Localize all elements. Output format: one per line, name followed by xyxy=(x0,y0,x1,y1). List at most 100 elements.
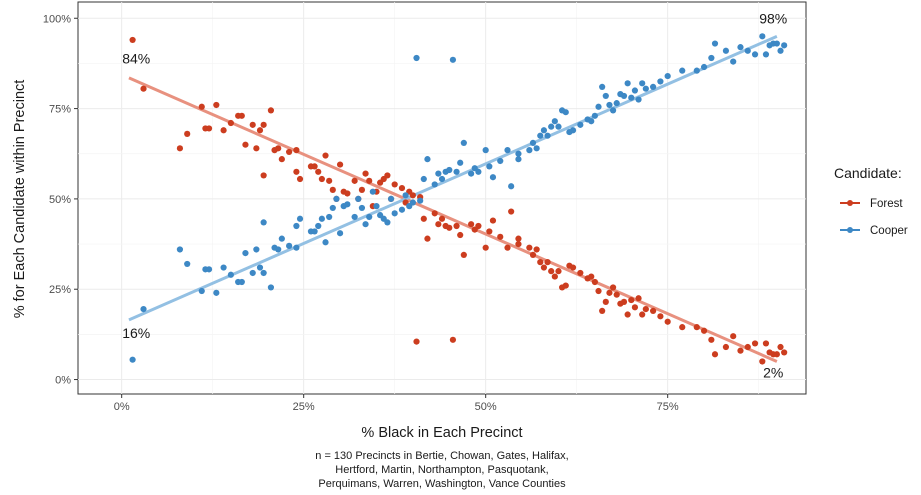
point-cooper xyxy=(227,271,234,278)
y-tick-label-0: 0% xyxy=(55,375,71,387)
point-forest xyxy=(711,351,719,358)
point-cooper xyxy=(198,287,205,295)
point-cooper xyxy=(373,203,380,210)
point-forest xyxy=(184,130,191,137)
point-cooper xyxy=(387,195,395,203)
point-cooper xyxy=(577,121,584,128)
y-tick-label-1: 25% xyxy=(49,284,71,296)
point-forest xyxy=(457,231,464,239)
point-cooper xyxy=(777,47,784,54)
point-forest xyxy=(296,175,304,183)
point-cooper xyxy=(624,80,631,87)
point-cooper xyxy=(420,175,427,183)
point-cooper xyxy=(730,58,737,65)
y-tick-label-2: 50% xyxy=(49,194,71,206)
point-cooper xyxy=(737,44,744,51)
point-forest xyxy=(198,103,205,110)
point-forest xyxy=(384,172,391,179)
point-cooper xyxy=(504,147,511,154)
point-cooper xyxy=(336,230,344,237)
point-cooper xyxy=(664,72,671,80)
point-forest xyxy=(591,278,598,286)
point-forest xyxy=(424,235,431,242)
point-forest xyxy=(227,119,234,127)
point-forest xyxy=(413,338,420,345)
point-cooper xyxy=(693,67,700,74)
point-forest xyxy=(708,336,715,343)
point-cooper xyxy=(529,139,537,147)
point-forest xyxy=(336,161,344,168)
data-points xyxy=(129,33,788,365)
point-forest xyxy=(238,112,245,119)
point-forest xyxy=(744,343,751,351)
point-cooper xyxy=(249,269,256,277)
point-cooper xyxy=(526,147,533,154)
point-forest xyxy=(650,307,657,315)
point-forest xyxy=(551,273,558,280)
point-forest xyxy=(449,336,457,343)
point-forest xyxy=(362,170,369,177)
caption-line-2: Hertford, Martin, Northampton, Pasquotan… xyxy=(335,464,548,476)
point-cooper xyxy=(329,204,336,212)
y-tick-label-4: 100% xyxy=(43,13,71,25)
point-forest xyxy=(435,221,442,228)
legend-item-cooper: Cooper xyxy=(840,225,908,237)
point-cooper xyxy=(176,246,184,253)
point-forest xyxy=(613,291,620,298)
point-cooper xyxy=(311,228,318,235)
point-forest xyxy=(515,240,522,248)
point-cooper xyxy=(555,123,562,130)
point-cooper xyxy=(449,56,457,63)
point-forest xyxy=(588,273,595,280)
caption-line-3: Perquimans, Warren, Washington, Vance Co… xyxy=(318,478,566,490)
point-forest xyxy=(730,333,737,340)
point-forest xyxy=(777,343,784,351)
point-forest xyxy=(420,215,427,222)
series-cooper xyxy=(129,33,788,363)
point-forest xyxy=(253,145,260,152)
caption: n = 130 Precincts in Bertie, Chowan, Gat… xyxy=(315,450,568,490)
point-cooper xyxy=(369,188,376,195)
point-forest xyxy=(286,148,293,156)
point-cooper xyxy=(140,305,147,313)
point-cooper xyxy=(457,159,464,166)
point-cooper xyxy=(267,284,275,291)
point-forest xyxy=(620,298,628,305)
point-forest xyxy=(140,85,147,92)
point-forest xyxy=(569,264,577,271)
point-cooper xyxy=(595,103,602,110)
point-cooper xyxy=(708,54,715,62)
fit-line-cooper xyxy=(128,34,778,322)
point-forest xyxy=(544,259,551,266)
x-tick-label-2: 50% xyxy=(475,401,497,413)
y-axis-ticks: 0% 25% 50% 75% 100% xyxy=(43,13,78,387)
point-cooper xyxy=(759,33,766,40)
point-cooper xyxy=(482,147,489,154)
point-cooper xyxy=(544,132,551,139)
point-cooper xyxy=(256,264,264,271)
point-cooper xyxy=(293,222,300,230)
point-forest xyxy=(486,228,493,235)
point-cooper xyxy=(296,215,304,222)
point-forest xyxy=(242,141,249,148)
point-cooper xyxy=(129,356,136,363)
point-forest xyxy=(693,324,700,331)
legend-title: Candidate: xyxy=(834,165,902,181)
point-forest xyxy=(129,36,136,44)
point-forest xyxy=(664,318,671,325)
point-forest xyxy=(679,324,686,331)
point-cooper xyxy=(599,83,606,91)
x-axis-title: % Black in Each Precinct xyxy=(361,425,522,441)
point-forest xyxy=(526,244,533,251)
point-cooper xyxy=(569,127,577,134)
point-cooper xyxy=(562,109,569,116)
point-cooper xyxy=(639,80,646,87)
point-forest xyxy=(606,289,613,296)
point-forest xyxy=(358,186,366,193)
point-cooper xyxy=(435,170,442,177)
x-tick-label-0: 0% xyxy=(114,401,130,413)
point-forest xyxy=(351,177,358,184)
point-cooper xyxy=(631,87,639,94)
point-cooper xyxy=(260,269,267,277)
point-cooper xyxy=(318,215,325,222)
